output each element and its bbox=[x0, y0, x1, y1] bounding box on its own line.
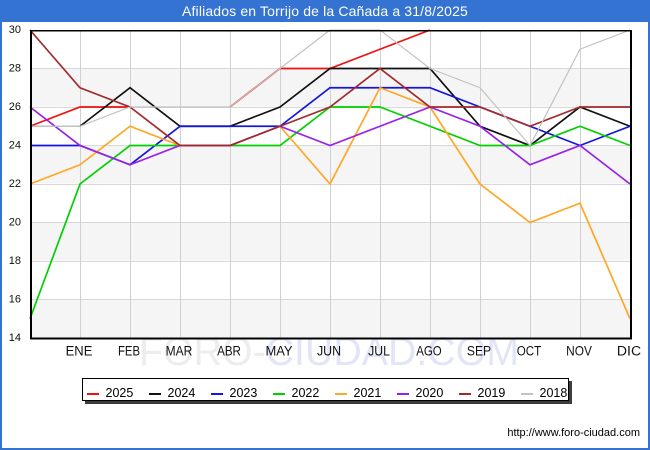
svg-text:18: 18 bbox=[9, 255, 21, 267]
svg-text:20: 20 bbox=[9, 217, 21, 229]
svg-text:FEB: FEB bbox=[118, 342, 140, 359]
svg-text:22: 22 bbox=[9, 178, 21, 190]
svg-text:JUN: JUN bbox=[317, 343, 341, 359]
svg-text:MAY: MAY bbox=[265, 343, 292, 359]
svg-text:MAR: MAR bbox=[166, 343, 193, 359]
svg-text:AGO: AGO bbox=[416, 342, 441, 358]
svg-text:ABR: ABR bbox=[217, 342, 241, 358]
svg-text:JUL: JUL bbox=[368, 343, 390, 359]
svg-text:14: 14 bbox=[9, 332, 21, 344]
svg-text:FORO-CIUDAD.COM: FORO-CIUDAD.COM bbox=[139, 330, 519, 374]
svg-text:16: 16 bbox=[9, 294, 21, 306]
svg-text:30: 30 bbox=[9, 24, 21, 36]
svg-text:ENE: ENE bbox=[66, 343, 93, 359]
svg-text:DIC: DIC bbox=[617, 343, 641, 359]
svg-text:NOV: NOV bbox=[566, 343, 592, 359]
svg-text:SEP: SEP bbox=[467, 343, 491, 359]
svg-text:26: 26 bbox=[9, 101, 21, 113]
svg-text:24: 24 bbox=[9, 140, 21, 152]
svg-text:28: 28 bbox=[9, 63, 21, 75]
svg-text:OCT: OCT bbox=[517, 342, 542, 358]
